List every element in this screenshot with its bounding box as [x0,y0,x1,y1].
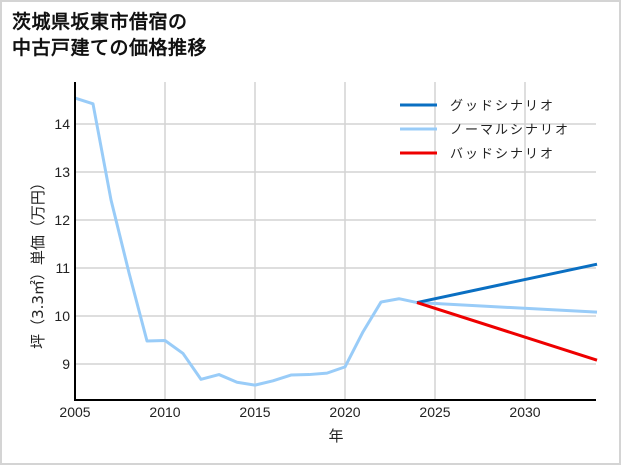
legend-label: グッドシナリオ [450,99,555,114]
axes [74,82,596,401]
legend-label: バッドシナリオ [450,147,555,162]
grid-lines [75,82,596,400]
y-axis-label: 坪（3.3㎡）単価（万円） [29,175,47,349]
chart-title: 茨城県坂東市借宿の 中古戸建ての価格推移 [12,9,207,61]
x-tick-label: 2030 [509,404,540,420]
title-line-2: 中古戸建ての価格推移 [12,37,208,59]
x-tick-label: 2020 [329,404,360,420]
y-tick-label: 10 [54,308,70,324]
legend-item: ノーマルシナリオ [400,123,570,138]
series-line [74,96,598,387]
x-axis-label: 年 [328,427,343,445]
y-tick-label: 13 [54,164,70,180]
legend-label: ノーマルシナリオ [450,123,570,138]
y-tick-label: 12 [54,212,70,228]
x-tick-label: 2010 [149,404,180,420]
legend-item: バッドシナリオ [400,147,555,162]
series-line [416,301,598,362]
y-tick-label: 14 [54,116,70,132]
x-tick-label: 2015 [239,404,270,420]
x-tick-label: 2005 [59,404,90,420]
x-tick-label: 2025 [419,404,450,420]
legend-item: グッドシナリオ [400,99,555,114]
y-tick-label: 11 [55,260,70,276]
data-lines [74,96,598,387]
series-line [416,262,598,305]
y-tick-label: 9 [62,356,70,372]
title-line-1: 茨城県坂東市借宿の [12,11,188,33]
tick-labels: 9 10 11 12 13 14 2005 2010 2015 2020 2025 2030 [54,116,540,420]
